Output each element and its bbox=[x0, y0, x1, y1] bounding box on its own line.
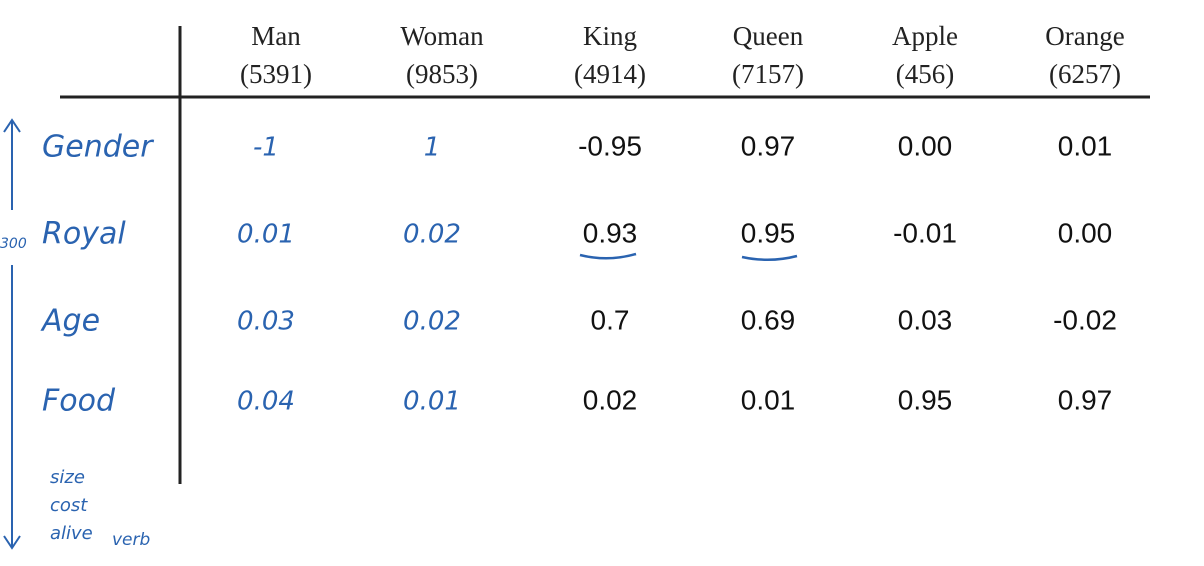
column-index: (5391) bbox=[240, 59, 312, 89]
cell: 0.97 bbox=[1058, 384, 1113, 415]
handwritten-cell: 0.03 bbox=[237, 307, 295, 337]
more-feature-note: size bbox=[50, 467, 85, 488]
column-word: Apple bbox=[892, 21, 958, 51]
cell: 0.93 bbox=[583, 217, 638, 248]
handwritten-cell: 0.01 bbox=[237, 220, 295, 250]
cell: -0.95 bbox=[578, 130, 642, 161]
cell: 0.03 bbox=[898, 304, 953, 335]
cell: -0.01 bbox=[893, 217, 957, 248]
cell: 0.01 bbox=[1058, 130, 1113, 161]
column-index: (6257) bbox=[1049, 59, 1121, 89]
column-index: (7157) bbox=[732, 59, 804, 89]
cell: 0.7 bbox=[591, 304, 630, 335]
cell: 0.02 bbox=[583, 384, 638, 415]
cell: 0.01 bbox=[741, 384, 796, 415]
cell: 0.69 bbox=[741, 304, 796, 335]
column-index: (9853) bbox=[406, 59, 478, 89]
underline bbox=[741, 254, 798, 261]
column-word: King bbox=[583, 21, 637, 51]
row-label: Food bbox=[42, 384, 116, 419]
column-word: Queen bbox=[733, 21, 804, 51]
underline bbox=[579, 252, 637, 260]
dimension-arrow bbox=[3, 118, 21, 550]
handwritten-cell: 0.01 bbox=[403, 387, 461, 417]
handwritten-cell: 1 bbox=[424, 133, 441, 163]
cell: 0.97 bbox=[741, 130, 796, 161]
dimension-note: 300 bbox=[0, 236, 27, 252]
cell: 0.00 bbox=[1058, 217, 1113, 248]
handwritten-cell: 0.04 bbox=[237, 387, 295, 417]
more-feature-note: cost bbox=[50, 495, 88, 516]
row-label: Royal bbox=[42, 217, 126, 252]
cell: 0.00 bbox=[898, 130, 953, 161]
cell: -0.02 bbox=[1053, 304, 1117, 335]
handwritten-cell: 0.02 bbox=[403, 307, 461, 337]
cell: 0.95 bbox=[898, 384, 953, 415]
row-label: Gender bbox=[42, 130, 154, 165]
more-feature-note: alive bbox=[50, 523, 93, 544]
column-word: Man bbox=[251, 21, 301, 51]
column-index: (456) bbox=[896, 59, 954, 89]
cell: 0.95 bbox=[741, 217, 796, 248]
handwritten-cell: 0.02 bbox=[403, 220, 461, 250]
column-index: (4914) bbox=[574, 59, 646, 89]
handwritten-cell: -1 bbox=[253, 133, 279, 163]
row-label: Age bbox=[40, 304, 100, 339]
extra-note: verb bbox=[112, 530, 150, 550]
column-word: Orange bbox=[1045, 21, 1124, 51]
column-word: Woman bbox=[400, 21, 484, 51]
